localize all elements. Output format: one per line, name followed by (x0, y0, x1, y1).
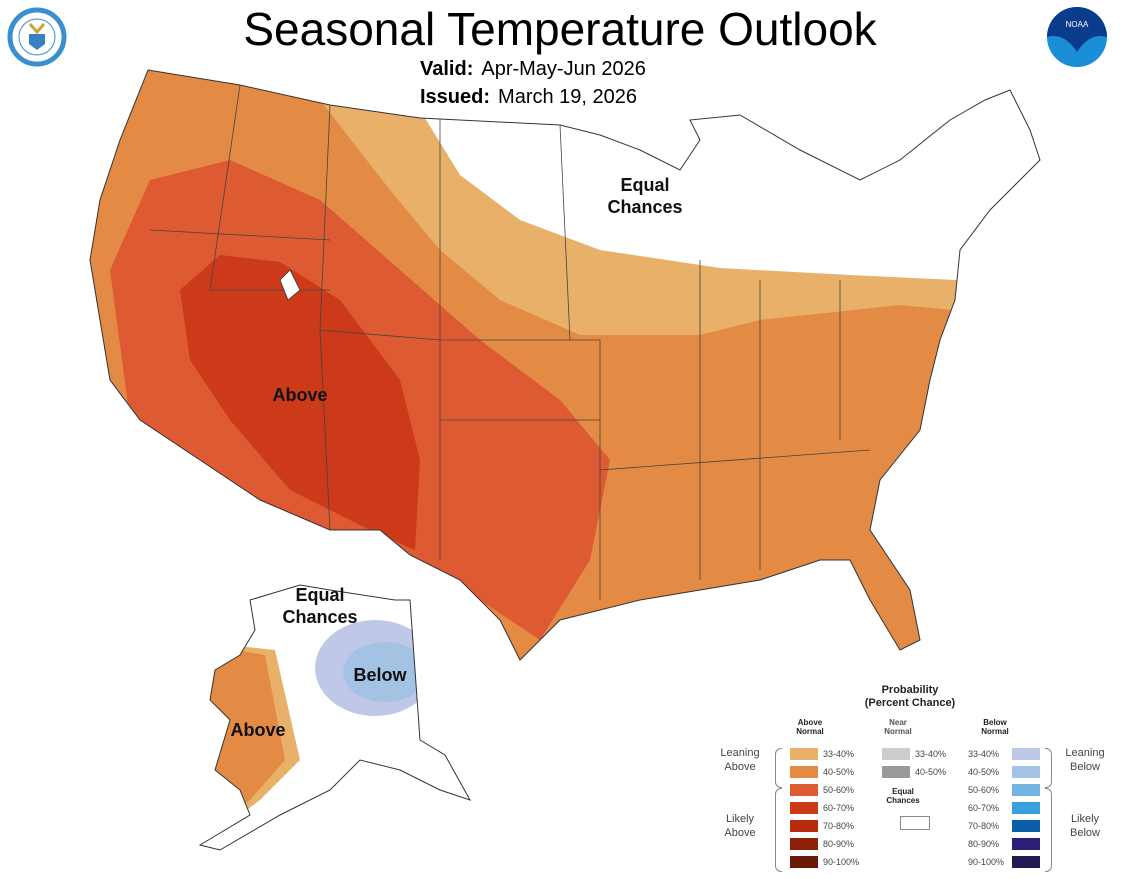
leaning-above-label: Leaning Above (720, 747, 760, 773)
ak-zone-40-50-below (343, 642, 427, 702)
below-range-label: 90-100% (968, 857, 1005, 867)
doc-seal-logo (7, 7, 67, 67)
below-swatch (1012, 784, 1040, 796)
above-swatch (790, 802, 818, 814)
likely-below-label: Likely Below (1070, 813, 1100, 839)
likely-above-label: Likely Above (724, 813, 756, 839)
below-range-label: 60-70% (968, 803, 1000, 813)
near-swatch (882, 748, 910, 760)
above-swatch (790, 838, 818, 850)
above-range-label: 80-90% (823, 839, 855, 849)
near-swatch (882, 766, 910, 778)
above-swatch (790, 748, 818, 760)
below-swatch (1012, 820, 1040, 832)
near-normal-header: Near Normal (884, 718, 912, 736)
above-swatch (790, 820, 818, 832)
state-borders (149, 84, 871, 600)
likely-above-brace (775, 788, 782, 872)
likely-below-brace (1045, 788, 1052, 872)
legend-title: Probability (881, 684, 939, 696)
valid-value: Apr-May-Jun 2026 (481, 58, 646, 80)
below-range-label: 70-80% (968, 821, 1000, 831)
below-range-label: 80-90% (968, 839, 1000, 849)
leaning-above-brace (775, 748, 782, 788)
above-range-label: 90-100% (823, 857, 860, 867)
below-range-label: 50-60% (968, 785, 1000, 795)
above-range-label: 40-50% (823, 767, 855, 777)
valid-line: Valid: Apr-May-Jun 2026 (420, 58, 646, 81)
above-range-label: 33-40% (823, 749, 855, 759)
equal-chances-header: Equal Chances (886, 787, 920, 805)
above-swatch (790, 856, 818, 868)
legend-subtitle: (Percent Chance) (864, 697, 956, 709)
leaning-below-brace (1045, 748, 1052, 788)
ak-below-label: Below (353, 665, 407, 685)
leaning-below-label: Leaning Below (1065, 747, 1105, 773)
below-swatch (1012, 766, 1040, 778)
svg-text:NOAA: NOAA (1066, 20, 1089, 29)
above-normal-header: Above Normal (796, 718, 824, 736)
alaska-outline (198, 584, 472, 851)
valid-label: Valid: (420, 58, 474, 80)
issued-line: Issued: March 19, 2026 (420, 86, 637, 109)
below-range-label: 40-50% (968, 767, 1000, 777)
near-range-label: 33-40% (915, 749, 947, 759)
above-range-label: 60-70% (823, 803, 855, 813)
above-range-label: 50-60% (823, 785, 855, 795)
below-swatch (1012, 748, 1040, 760)
issued-label: Issued: (420, 86, 491, 108)
above-range-label: 70-80% (823, 821, 855, 831)
near-range-label: 40-50% (915, 767, 947, 777)
ak-equal-chances-label: Equal Chances (282, 585, 358, 627)
below-swatch (1012, 856, 1040, 868)
zone-60-70-above (180, 255, 420, 550)
ak-above-label: Above (230, 720, 286, 740)
below-range-label: 33-40% (968, 749, 1000, 759)
noaa-logo: NOAA (1047, 7, 1107, 67)
great-salt-lake (279, 269, 301, 301)
conus-equal-chances-label: Equal Chances (607, 175, 683, 217)
below-normal-header: Below Normal (981, 718, 1009, 736)
above-swatch (790, 784, 818, 796)
conus-above-label: Above (272, 385, 328, 405)
below-swatch (1012, 838, 1040, 850)
equal-chances-swatch (900, 816, 930, 830)
issued-value: March 19, 2026 (498, 86, 638, 108)
below-swatch (1012, 802, 1040, 814)
probability-legend: Probability (Percent Chance) Above Norma… (710, 682, 1130, 872)
above-swatch (790, 766, 818, 778)
page-title: Seasonal Temperature Outlook (243, 3, 877, 55)
